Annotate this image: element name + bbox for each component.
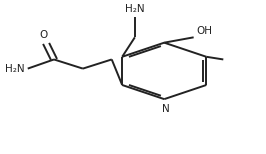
Text: OH: OH bbox=[196, 26, 212, 36]
Text: O: O bbox=[39, 30, 48, 40]
Text: H₂N: H₂N bbox=[125, 4, 145, 14]
Text: H₂N: H₂N bbox=[6, 64, 25, 74]
Text: N: N bbox=[162, 104, 169, 114]
